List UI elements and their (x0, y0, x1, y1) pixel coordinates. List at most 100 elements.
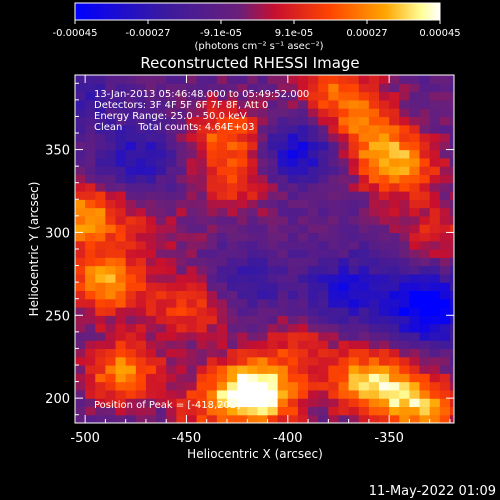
heatmap-cell (156, 406, 167, 416)
heatmap-cell (237, 307, 248, 316)
heatmap-cell (358, 265, 370, 275)
heatmap-cell (105, 141, 117, 151)
heatmap-cell (358, 356, 370, 366)
heatmap-cell (247, 249, 259, 258)
heatmap-cell (186, 273, 198, 283)
heatmap-cell (85, 149, 96, 159)
heatmap-cell (368, 232, 380, 242)
heatmap-cell (206, 133, 218, 142)
heatmap-cell (156, 182, 167, 192)
heatmap-cell (145, 91, 157, 101)
heatmap-cell (348, 157, 360, 167)
heatmap-cell (95, 207, 107, 217)
heatmap-cell (429, 240, 441, 250)
heatmap-cell (247, 389, 259, 399)
heatmap-cell (429, 191, 441, 200)
heatmap-cell (318, 389, 329, 399)
heatmap-cell (196, 99, 208, 109)
annotation-energy-range: Energy Range: 25.0 - 50.0 keV (94, 111, 247, 122)
heatmap-cell (105, 91, 117, 101)
heatmap-cell (95, 414, 107, 423)
heatmap-cell (216, 166, 228, 176)
heatmap-cell (439, 149, 451, 159)
heatmap-cell (166, 182, 177, 192)
heatmap-cell (379, 191, 390, 200)
heatmap-cell (287, 232, 299, 242)
heatmap-cell (237, 273, 248, 283)
heatmap-cell (338, 232, 350, 242)
heatmap-cell (257, 116, 269, 126)
heatmap-cell (237, 174, 248, 184)
heatmap-cell (216, 373, 228, 383)
heatmap-cell (449, 124, 454, 134)
heatmap-cell (135, 83, 147, 93)
heatmap-cell (409, 157, 421, 167)
heatmap-cell (409, 273, 421, 283)
heatmap-cell (358, 340, 370, 350)
heatmap-cell (449, 373, 454, 383)
heatmap-cell (85, 240, 96, 250)
heatmap-cell (115, 331, 127, 341)
heatmap-cell (399, 365, 411, 374)
heatmap-cell (206, 232, 218, 242)
heatmap-cell (348, 149, 360, 159)
heatmap-cell (156, 298, 167, 308)
heatmap-cell (227, 257, 238, 267)
heatmap-cell (85, 290, 96, 300)
heatmap-cell (125, 240, 137, 250)
heatmap-cell (429, 398, 441, 408)
heatmap-cell (216, 215, 228, 225)
heatmap-cell (409, 298, 421, 308)
heatmap-cell (216, 414, 228, 423)
heatmap-cell (156, 99, 167, 109)
heatmap-cell (308, 116, 319, 126)
heatmap-cell (75, 232, 86, 242)
heatmap-cell (338, 265, 350, 275)
heatmap-cell (227, 414, 238, 423)
heatmap-cell (429, 124, 441, 134)
heatmap-cell (145, 75, 157, 84)
heatmap-cell (379, 215, 390, 225)
heatmap-cell (105, 124, 117, 134)
heatmap-cell (348, 348, 360, 358)
heatmap-cell (297, 133, 309, 142)
heatmap-cell (176, 166, 188, 176)
heatmap-cell (95, 323, 107, 333)
heatmap-cell (449, 108, 454, 118)
heatmap-cell (287, 133, 299, 142)
heatmap-cell (267, 182, 279, 192)
heatmap-cell (287, 224, 299, 234)
heatmap-cell (176, 116, 188, 126)
heatmap-cell (308, 191, 319, 200)
heatmap-cell (237, 315, 248, 325)
heatmap-cell (277, 83, 289, 93)
heatmap-cell (206, 365, 218, 374)
heatmap-cell (105, 174, 117, 184)
heatmap-cell (166, 240, 177, 250)
heatmap-cell (95, 348, 107, 358)
heatmap-cell (419, 240, 431, 250)
heatmap-cell (389, 215, 400, 225)
heatmap-cell (156, 232, 167, 242)
heatmap-cell (379, 323, 390, 333)
heatmap-cell (399, 91, 411, 101)
heatmap-cell (429, 265, 441, 275)
heatmap-cell (125, 406, 137, 416)
heatmap-cell (135, 240, 147, 250)
heatmap-cell (105, 182, 117, 192)
heatmap-cell (287, 108, 299, 118)
heatmap-cell (85, 414, 96, 423)
heatmap-cell (186, 257, 198, 267)
heatmap-cell (125, 340, 137, 350)
heatmap-cell (166, 215, 177, 225)
heatmap-cell (368, 389, 380, 399)
heatmap-cell (419, 83, 431, 93)
heatmap-cell (125, 348, 137, 358)
heatmap-cell (409, 290, 421, 300)
annotation-detectors: Detectors: 3F 4F 5F 6F 7F 8F, Att 0 (94, 100, 268, 111)
heatmap-cell (206, 116, 218, 126)
heatmap-cell (186, 373, 198, 383)
heatmap-cell (277, 224, 289, 234)
heatmap-cell (196, 149, 208, 159)
heatmap-cell (186, 174, 198, 184)
